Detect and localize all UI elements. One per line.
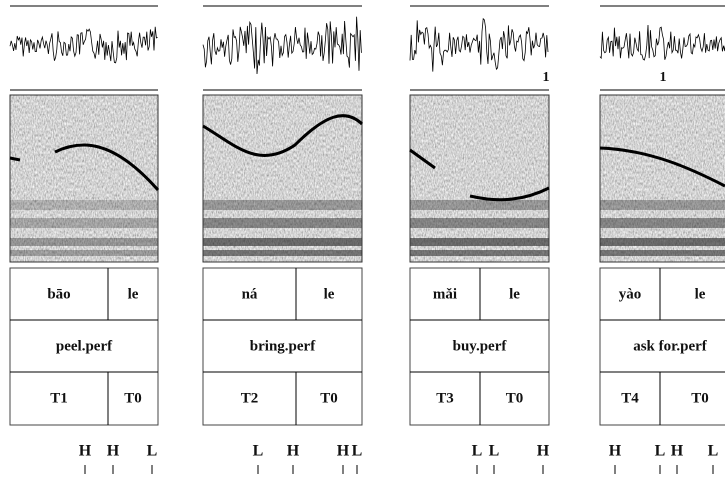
formant-band: [600, 218, 725, 228]
formant-band: [10, 218, 158, 228]
formant-band: [410, 238, 549, 246]
tone-label: H: [537, 443, 550, 460]
spectrogram-frame: [202, 94, 363, 263]
syllable: ná: [242, 286, 258, 302]
formant-band: [410, 200, 549, 210]
formant-band: [10, 250, 158, 256]
tier-frame: [599, 267, 725, 426]
formant-band: [203, 238, 362, 246]
pitch-contour: [9, 156, 21, 162]
tone-label: L: [147, 443, 158, 460]
formant-band: [203, 200, 362, 210]
tone-label: L: [472, 443, 483, 460]
gloss: bring.perf: [250, 338, 316, 354]
tone-label: H: [79, 443, 92, 460]
tone-label: H: [337, 443, 350, 460]
pitch-contour: [409, 148, 436, 170]
formant-band: [600, 250, 725, 256]
pitch-contour: [202, 114, 364, 157]
formant-band: [410, 218, 549, 228]
marker: 1: [660, 70, 667, 85]
formant-band: [10, 238, 158, 246]
syllable: le: [509, 286, 520, 302]
spectrogram: [203, 95, 362, 262]
spectrogram-frame: [9, 94, 159, 263]
tone: T0: [124, 390, 142, 406]
tone-label: L: [489, 443, 500, 460]
tone-label: H: [287, 443, 300, 460]
tone-label: H: [609, 443, 622, 460]
tone: T4: [621, 390, 639, 406]
tone-label: L: [655, 443, 666, 460]
pitch-contour: [54, 143, 160, 191]
tone: T0: [691, 390, 709, 406]
tier-frame: [9, 267, 159, 426]
spectrogram-frame: [599, 94, 725, 263]
tone-label: H: [107, 443, 120, 460]
waveform: [9, 26, 158, 64]
formant-band: [410, 250, 549, 256]
syllable: le: [128, 286, 139, 302]
gloss: buy.perf: [453, 338, 508, 354]
tone: T3: [436, 390, 454, 406]
tier-frame: [202, 267, 363, 426]
tone: T0: [320, 390, 338, 406]
tone: T0: [506, 390, 524, 406]
tone-label: L: [352, 443, 363, 460]
pitch-contour: [469, 186, 550, 202]
formant-band: [203, 250, 362, 256]
formant-band: [600, 200, 725, 210]
spectrogram: [600, 95, 725, 262]
syllable: le: [324, 286, 335, 302]
waveform: [409, 17, 549, 72]
gloss: ask for.perf: [633, 338, 708, 354]
spectrogram-frame: [409, 94, 550, 263]
formant-band: [600, 238, 725, 246]
tone-label: L: [253, 443, 264, 460]
syllable: bāo: [47, 286, 70, 302]
formant-band: [203, 218, 362, 228]
marker: 1: [543, 70, 550, 85]
spectrogram: [410, 95, 549, 262]
gloss: peel.perf: [56, 338, 113, 354]
syllable: yào: [619, 286, 642, 302]
tone: T2: [241, 390, 259, 406]
waveform: [599, 24, 725, 61]
syllable: le: [695, 286, 706, 302]
tone: T1: [50, 390, 68, 406]
formant-band: [10, 200, 158, 210]
pitch-contours: [9, 114, 725, 202]
pitch-contour: [599, 146, 725, 188]
waveform: [202, 16, 362, 75]
spectrogram: [10, 95, 158, 262]
syllable: mǎi: [433, 286, 457, 302]
tone-label: L: [708, 443, 719, 460]
tone-label: H: [671, 443, 684, 460]
